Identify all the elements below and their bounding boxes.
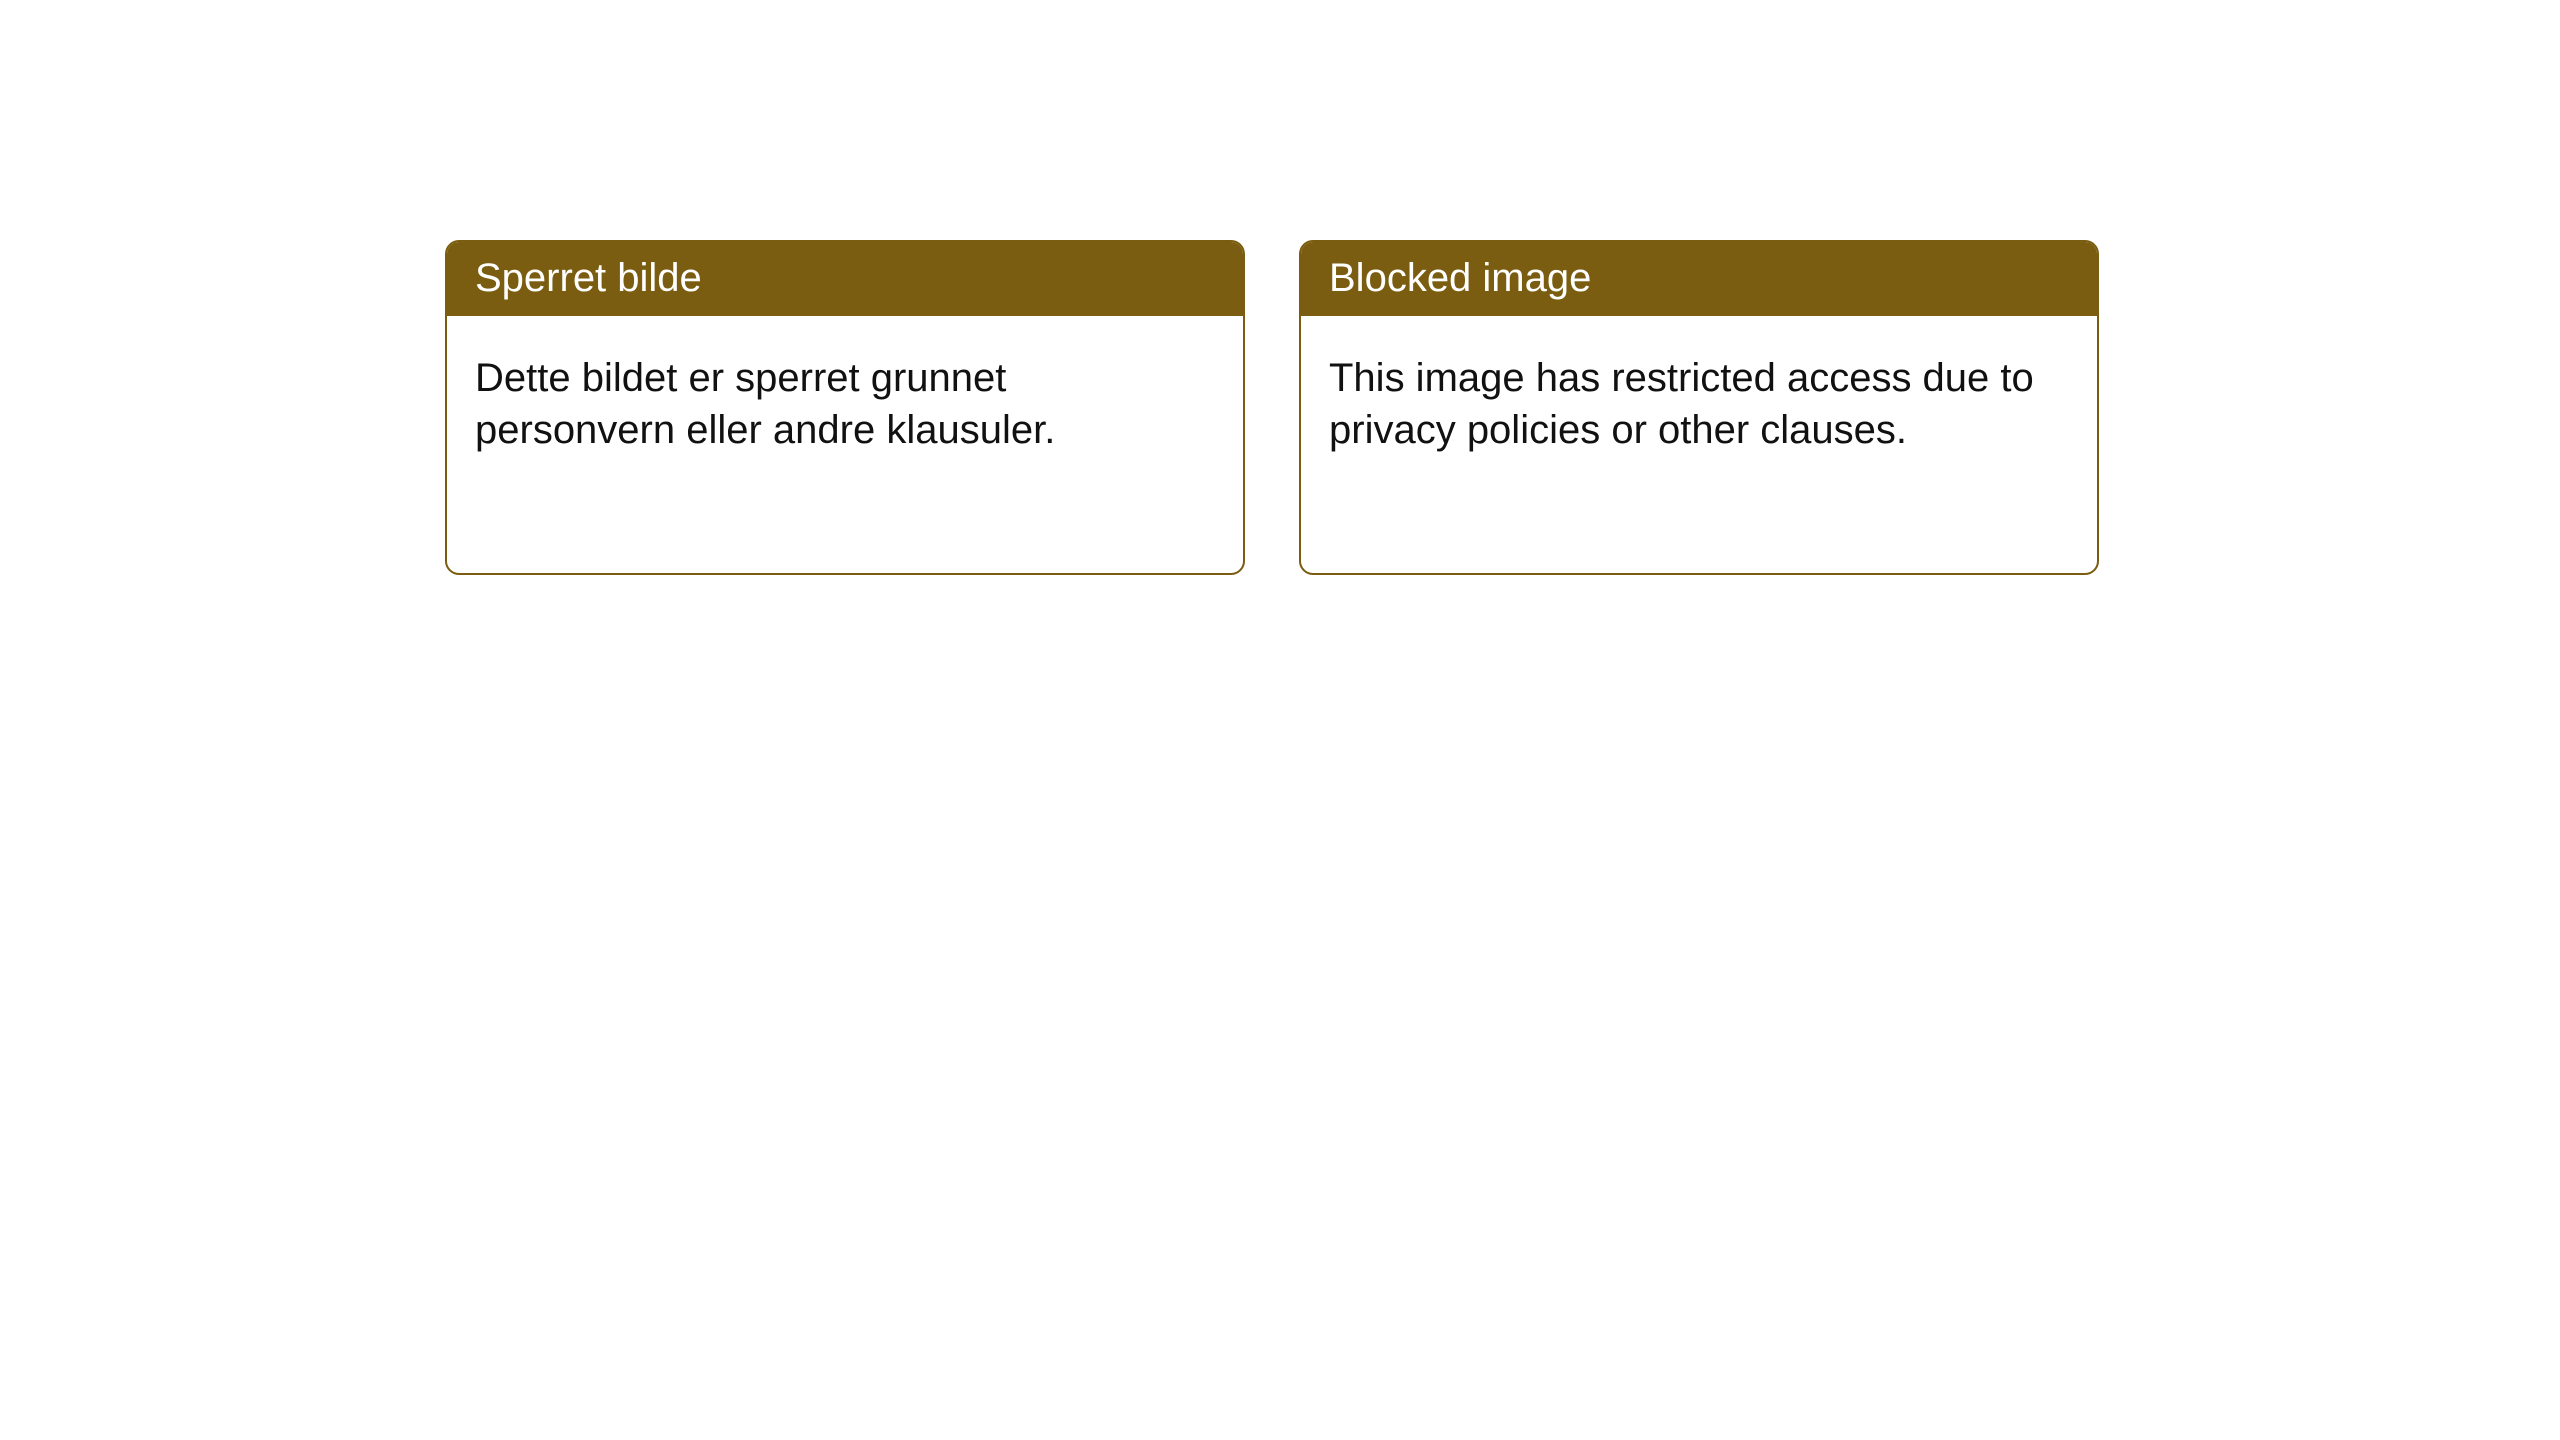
card-header: Blocked image: [1301, 242, 2097, 316]
card-body: This image has restricted access due to …: [1301, 316, 2097, 484]
card-message: This image has restricted access due to …: [1329, 356, 2034, 452]
card-message: Dette bildet er sperret grunnet personve…: [475, 356, 1055, 452]
card-title: Sperret bilde: [475, 256, 702, 300]
notice-card-norwegian: Sperret bilde Dette bildet er sperret gr…: [445, 240, 1245, 575]
card-header: Sperret bilde: [447, 242, 1243, 316]
notice-card-english: Blocked image This image has restricted …: [1299, 240, 2099, 575]
notice-container: Sperret bilde Dette bildet er sperret gr…: [0, 0, 2560, 575]
card-title: Blocked image: [1329, 256, 1591, 300]
card-body: Dette bildet er sperret grunnet personve…: [447, 316, 1243, 484]
